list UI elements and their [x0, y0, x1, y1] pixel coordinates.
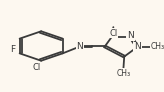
Text: Cl: Cl — [32, 63, 41, 72]
Text: N: N — [134, 42, 141, 51]
Text: N: N — [77, 42, 83, 51]
Text: CH₃: CH₃ — [150, 42, 164, 51]
Text: Cl: Cl — [109, 29, 117, 38]
Text: CH₃: CH₃ — [116, 69, 131, 78]
Text: F: F — [10, 45, 16, 54]
Text: N: N — [127, 31, 134, 40]
